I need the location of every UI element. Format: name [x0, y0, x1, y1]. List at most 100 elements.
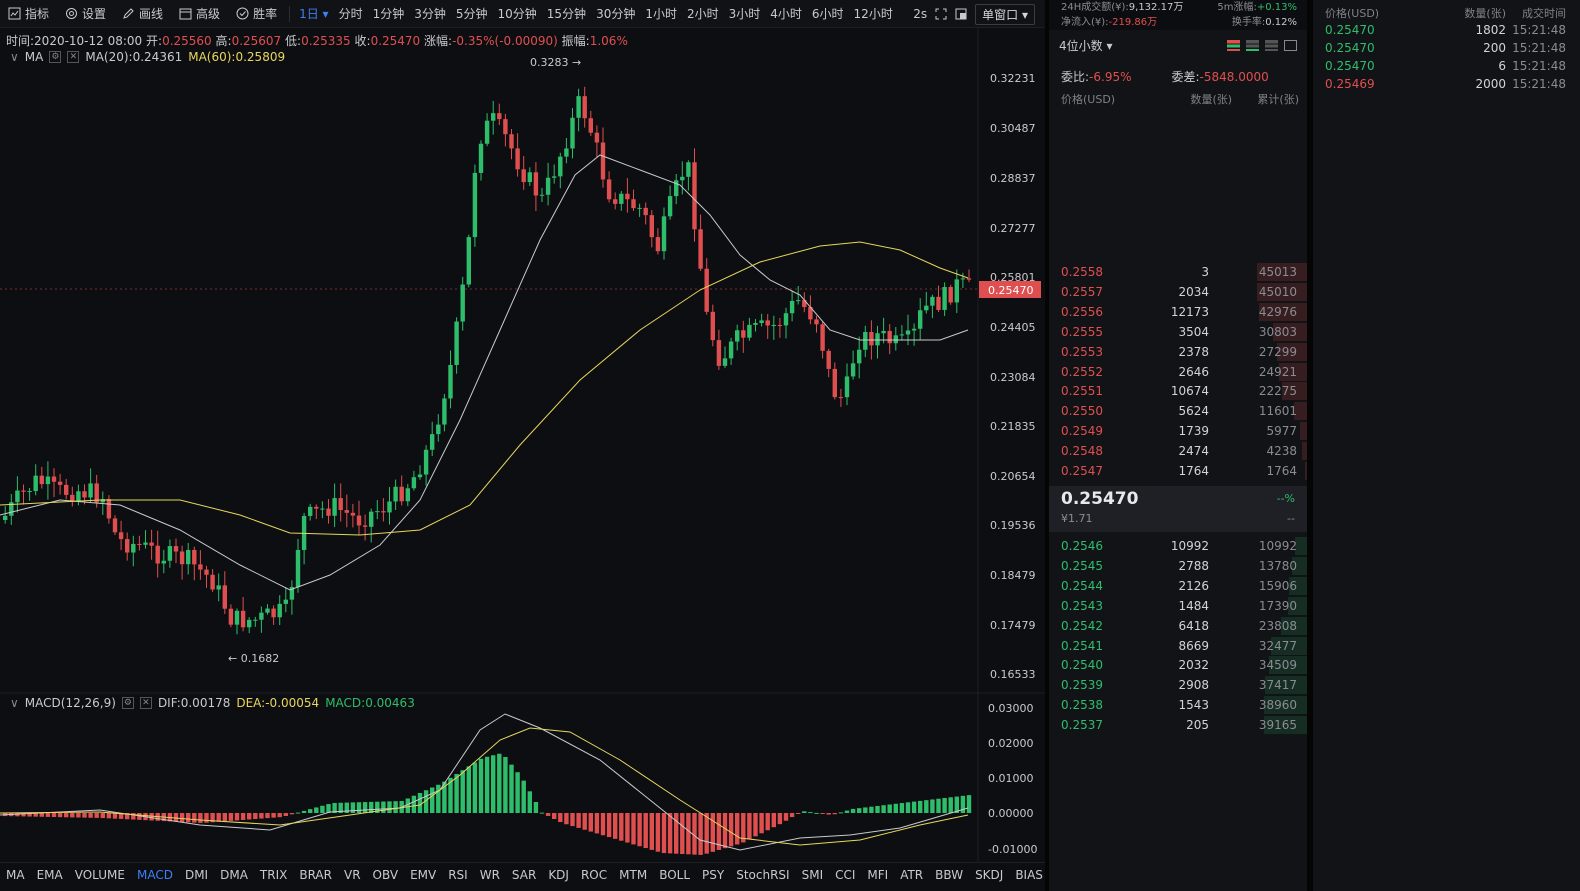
period-tab-7[interactable]: 1小时	[645, 6, 677, 21]
ask-row[interactable]: 0.2557 2034 45010	[1049, 282, 1307, 302]
indicator-tab-stochrsi[interactable]: StochRSI	[736, 868, 790, 882]
candlestick-chart[interactable]: 0.32231 0.30487 0.28837 0.27277 0.25801 0.244…	[0, 0, 1045, 891]
indicator-tab-volume[interactable]: VOLUME	[74, 868, 125, 882]
ma-close-icon[interactable]: ✕	[67, 51, 80, 63]
ma-settings-icon[interactable]: ⚙	[49, 51, 62, 63]
panel-divider-2[interactable]	[1307, 0, 1313, 891]
decimals-select[interactable]: 4位小数 ▾	[1059, 38, 1113, 53]
macd-bar	[960, 795, 966, 813]
indicator-tab-cci[interactable]: CCI	[835, 868, 856, 882]
macd-collapse-icon[interactable]: ∨	[10, 696, 19, 710]
macd-close-icon[interactable]: ✕	[139, 697, 152, 709]
candle-body	[344, 510, 349, 513]
indicator-button[interactable]: 指标	[0, 0, 57, 28]
refresh-rate[interactable]: 2s	[913, 7, 928, 21]
indicator-tab-ema[interactable]: EMA	[36, 868, 63, 882]
ask-row[interactable]: 0.2555 3504 30803	[1049, 322, 1307, 342]
bid-row[interactable]: 0.2546 10992 10992	[1049, 536, 1307, 556]
period-tab-8[interactable]: 2小时	[686, 6, 719, 21]
indicator-tab-obv[interactable]: OBV	[372, 868, 399, 882]
ask-row[interactable]: 0.2547 1764 1764	[1049, 461, 1307, 481]
bid-row[interactable]: 0.2537 205 39165	[1049, 715, 1307, 735]
indicator-tab-sar[interactable]: SAR	[511, 868, 537, 882]
candle-body	[64, 484, 69, 495]
depth-bar	[1272, 322, 1307, 341]
macd-bar	[552, 813, 557, 819]
period-tab-10[interactable]: 4小时	[770, 6, 802, 21]
indicator-tab-mtm[interactable]: MTM	[619, 868, 648, 882]
macd-bar	[905, 802, 911, 813]
depth-bar	[1263, 716, 1307, 735]
panel-divider[interactable]	[1045, 0, 1049, 891]
book-asks-icon[interactable]	[1265, 39, 1278, 51]
row-price: 0.2538	[1061, 698, 1103, 713]
popout-icon[interactable]	[955, 8, 967, 20]
indicator-tab-smi[interactable]: SMI	[801, 868, 824, 882]
interval-selector[interactable]: 1日 ▾	[299, 6, 329, 21]
indicator-tab-rsi[interactable]: RSI	[448, 868, 468, 882]
ask-row[interactable]: 0.2556 12173 42976	[1049, 302, 1307, 322]
indicator-tab-psy[interactable]: PSY	[702, 868, 725, 882]
period-tab-0[interactable]: 分时	[338, 6, 363, 21]
bid-row[interactable]: 0.2542 6418 23808	[1049, 616, 1307, 636]
ask-row[interactable]: 0.2552 2646 24921	[1049, 362, 1307, 382]
period-tab-9[interactable]: 3小时	[728, 6, 761, 21]
ask-row[interactable]: 0.2550 5624 11601	[1049, 401, 1307, 421]
ask-row[interactable]: 0.2549 1739 5977	[1049, 421, 1307, 441]
period-tab-3[interactable]: 5分钟	[455, 6, 488, 21]
indicator-tab-roc[interactable]: ROC	[580, 868, 608, 882]
bid-row[interactable]: 0.2541 8669 32477	[1049, 636, 1307, 656]
period-tab-11[interactable]: 6小时	[811, 6, 844, 21]
indicator-tab-boll[interactable]: BOLL	[659, 868, 691, 882]
draw-button[interactable]: 画线	[114, 0, 171, 28]
settings-button[interactable]: 设置	[57, 0, 114, 28]
period-tab-12[interactable]: 12小时	[853, 6, 893, 21]
indicator-tab-macd[interactable]: MACD	[136, 868, 173, 882]
period-tab-4[interactable]: 10分钟	[497, 6, 537, 21]
ask-row[interactable]: 0.2548 2474 4238	[1049, 441, 1307, 461]
macd-settings-icon[interactable]: ⚙	[121, 697, 134, 709]
collapse-icon[interactable]: ∨	[10, 50, 19, 64]
indicator-tab-vr[interactable]: VR	[343, 868, 361, 882]
macd-bar	[430, 787, 435, 813]
candle-body	[875, 333, 880, 346]
period-tabs: 分时 1分钟 3分钟 5分钟 10分钟 15分钟 30分钟 1小时 2小时 3小时 4小时 6小时 12…	[334, 0, 898, 28]
candle-body	[82, 491, 87, 498]
indicator-tab-atr[interactable]: ATR	[900, 868, 924, 882]
indicator-tab-wr[interactable]: WR	[479, 868, 500, 882]
ask-row[interactable]: 0.2558 3 45013	[1049, 262, 1307, 282]
indicator-tab-emv[interactable]: EMV	[410, 868, 437, 882]
indicator-tab-dma[interactable]: DMA	[220, 868, 248, 882]
period-tab-2[interactable]: 3分钟	[414, 6, 446, 21]
indicator-tab-skdj[interactable]: SKDJ	[975, 868, 1004, 882]
row-price: 0.2553	[1061, 344, 1103, 359]
ask-row[interactable]: 0.2553 2378 27299	[1049, 342, 1307, 362]
indicator-tab-dmi[interactable]: DMI	[184, 868, 209, 882]
book-bids-icon[interactable]	[1246, 39, 1259, 51]
book-expand-icon[interactable]	[1284, 39, 1297, 51]
indicator-tab-ma[interactable]: MA	[6, 868, 25, 882]
indicator-tab-trix[interactable]: TRIX	[259, 868, 288, 882]
bid-row[interactable]: 0.2540 2032 34509	[1049, 655, 1307, 675]
bid-row[interactable]: 0.2544 2126 15906	[1049, 576, 1307, 596]
book-both-icon[interactable]	[1227, 39, 1240, 51]
window-mode-select[interactable]: 单窗口 ▾	[975, 3, 1035, 25]
mid-price-panel[interactable]: 0.25470 ¥1.71 --% --	[1049, 486, 1307, 532]
bid-row[interactable]: 0.2539 2908 37417	[1049, 675, 1307, 695]
bid-row[interactable]: 0.2543 1484 17390	[1049, 596, 1307, 616]
indicator-tab-mfi[interactable]: MFI	[867, 868, 889, 882]
fullscreen-icon[interactable]	[935, 8, 947, 20]
period-tab-6[interactable]: 30分钟	[596, 6, 636, 21]
macd-tick: 0.03000	[988, 702, 1034, 715]
period-tab-1[interactable]: 1分钟	[372, 6, 405, 21]
advanced-button[interactable]: 高级	[171, 0, 228, 28]
ask-row[interactable]: 0.2551 10674 22275	[1049, 381, 1307, 401]
indicator-tab-kdj[interactable]: KDJ	[548, 868, 569, 882]
indicator-tab-brar[interactable]: BRAR	[299, 868, 332, 882]
period-tab-5[interactable]: 15分钟	[546, 6, 587, 21]
winrate-button[interactable]: 胜率	[228, 0, 285, 28]
indicator-tab-bias[interactable]: BIAS	[1015, 868, 1043, 882]
bid-row[interactable]: 0.2545 2788 13780	[1049, 556, 1307, 576]
indicator-tab-bbw[interactable]: BBW	[935, 868, 964, 882]
bid-row[interactable]: 0.2538 1543 38960	[1049, 695, 1307, 715]
